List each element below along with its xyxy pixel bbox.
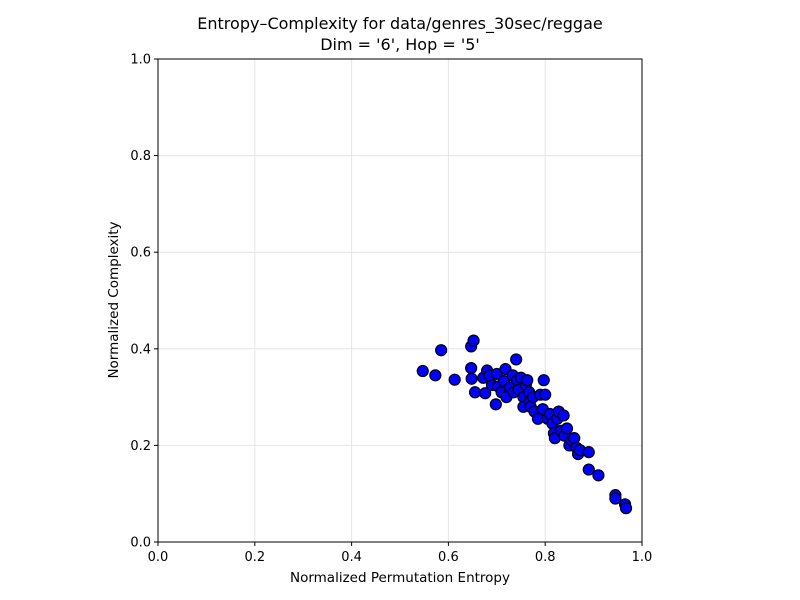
data-point [479,387,492,400]
data-point [521,374,534,387]
data-point [416,364,429,378]
data-point [539,388,552,401]
y-tick-label: 0.0 [130,536,151,551]
data-point [465,362,478,375]
data-point [592,469,605,482]
x-tick-label: 0.0 [148,550,169,565]
data-point [537,374,550,387]
data-point [489,398,502,411]
chart-title: Entropy–Complexity for data/genres_30sec… [197,14,602,34]
axis-ticks: 0.0 0.2 0.4 0.6 0.8 1.0 0.0 0.2 0.4 0.6 0.8 1.0 [130,53,652,566]
data-point [582,463,595,476]
y-tick-label: 1.0 [130,53,151,68]
y-tick-label: 0.6 [130,246,151,261]
plot-frame [157,58,643,543]
data-points [416,334,633,515]
y-tick-label: 0.4 [130,342,151,357]
x-tick-label: 1.0 [632,550,653,565]
data-point [435,344,448,357]
x-axis-label: Normalized Permutation Entropy [290,570,510,586]
x-tick-label: 0.4 [341,550,362,565]
data-point [619,502,633,515]
x-tick-label: 0.8 [535,550,556,565]
plot-area [158,59,642,542]
data-point [560,422,574,435]
data-point [465,372,478,385]
data-point [467,334,480,347]
data-point [448,373,461,386]
data-point [468,386,482,399]
data-point [609,492,622,505]
x-tick-label: 0.2 [244,550,265,565]
data-point [582,446,595,459]
data-point [429,369,442,382]
data-point [557,409,570,422]
y-tick-label: 0.8 [130,149,151,164]
x-tick-label: 0.6 [438,550,459,565]
y-tick-label: 0.2 [130,439,151,454]
chart-subtitle: Dim = '6', Hop = '5' [320,35,480,54]
y-axis-label: Normalized Complexity [106,221,122,378]
data-point [510,353,523,366]
